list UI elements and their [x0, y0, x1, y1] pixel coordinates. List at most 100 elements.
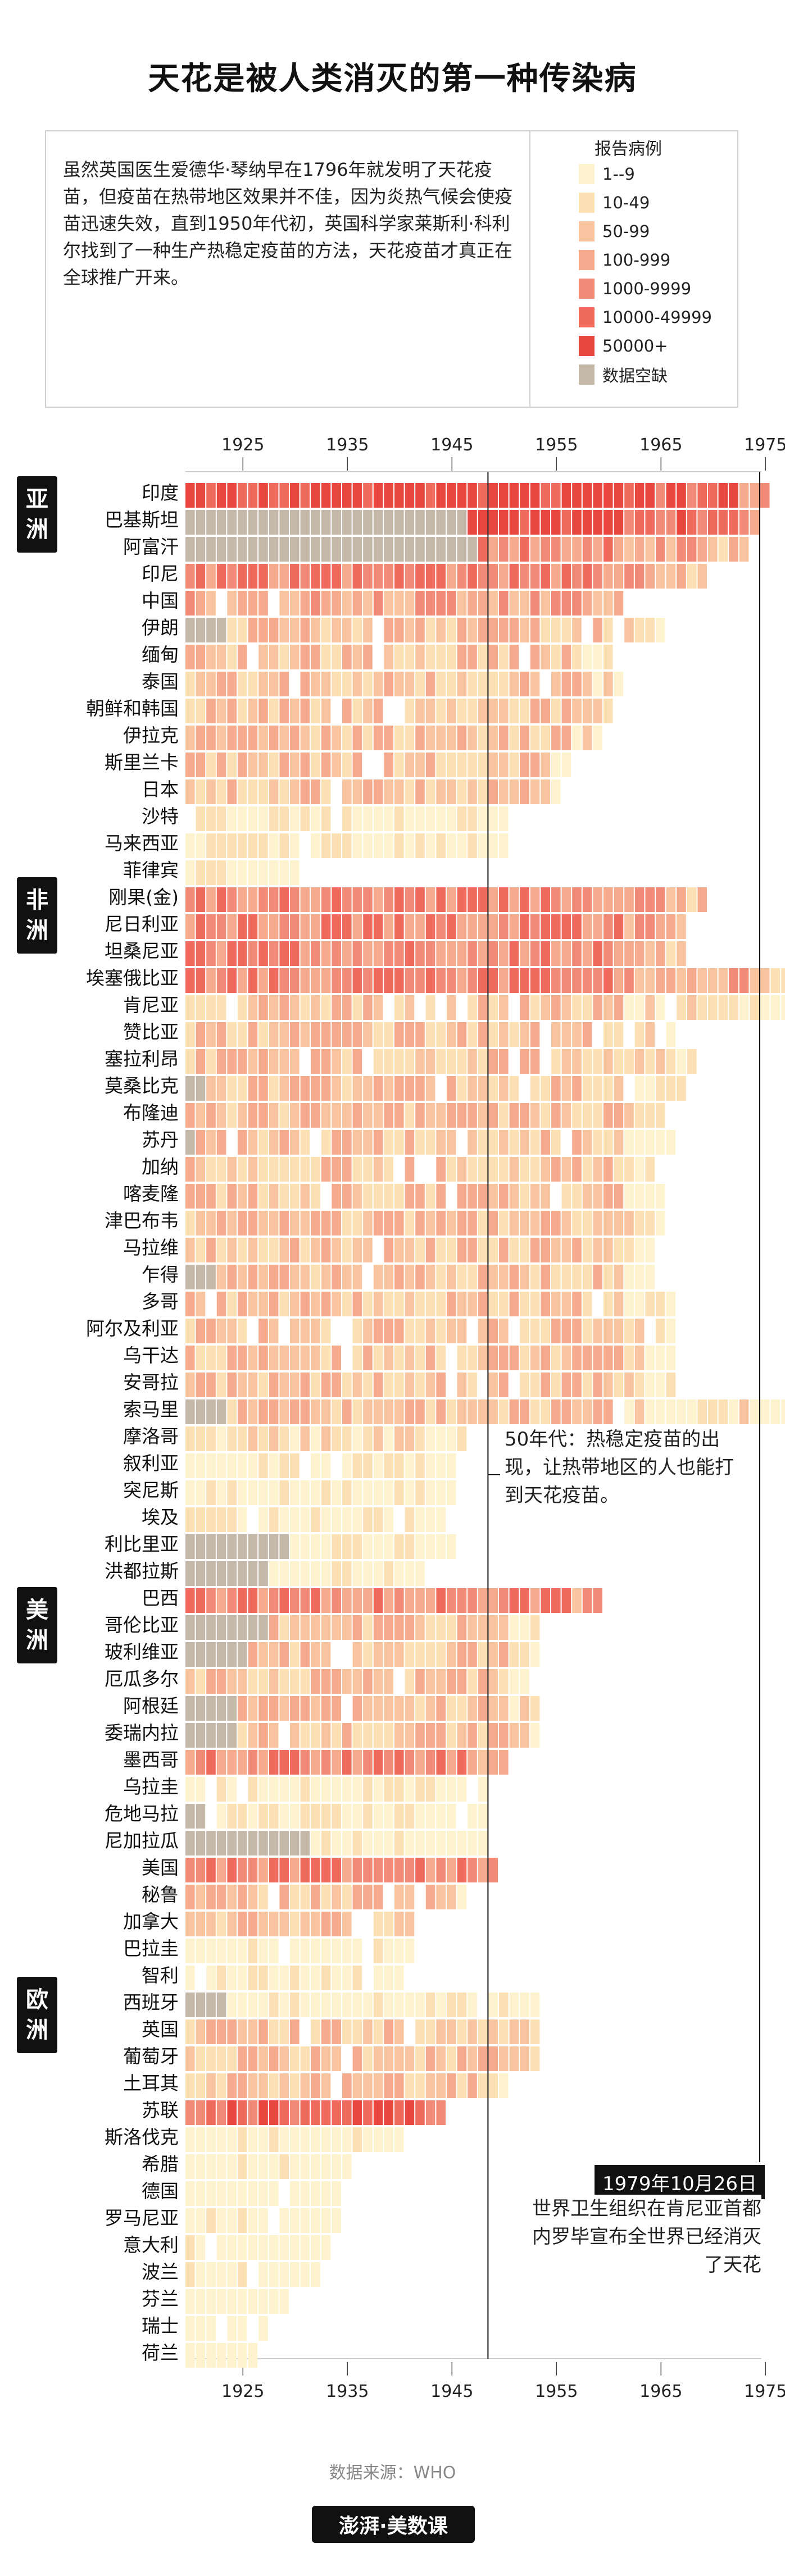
- x-tick-label: 1945: [430, 435, 473, 455]
- heatmap-cell: [290, 1993, 300, 2017]
- heatmap-cell: [311, 1453, 320, 1478]
- heatmap-cell: [384, 1696, 393, 1721]
- heatmap-cell: [457, 1750, 467, 1775]
- heatmap-cell: [478, 1103, 488, 1128]
- heatmap-cell: [425, 1292, 435, 1316]
- heatmap-cell: [269, 806, 279, 831]
- heatmap-cell: [321, 887, 331, 912]
- country-label: 瑞士: [142, 2315, 179, 2337]
- heatmap-cell: [185, 1534, 195, 1559]
- heatmap-cell: [541, 1211, 550, 1235]
- heatmap-cell: [321, 1966, 331, 1990]
- heatmap-cell: [604, 887, 613, 912]
- heatmap-cell: [499, 1184, 509, 1209]
- heatmap-cell: [750, 1399, 759, 1424]
- heatmap-cell: [708, 995, 718, 1020]
- heatmap-cell: [258, 1076, 268, 1101]
- heatmap-cell: [206, 1319, 216, 1343]
- heatmap-cell: [384, 1615, 393, 1640]
- heatmap-cell: [300, 699, 310, 723]
- heatmap-cell: [436, 1211, 446, 1235]
- heatmap-cell: [258, 564, 268, 589]
- heatmap-cell: [488, 699, 498, 723]
- heatmap-cell: [561, 941, 571, 966]
- heatmap-cell: [269, 645, 279, 669]
- heatmap-cell: [415, 1561, 425, 1586]
- heatmap-cell: [520, 1157, 529, 1182]
- heatmap-cell: [196, 1561, 206, 1586]
- heatmap-cell: [311, 1157, 320, 1182]
- heatmap-cell: [624, 995, 634, 1020]
- heatmap-cell: [405, 1831, 415, 1855]
- heatmap-cell: [645, 1292, 655, 1316]
- heatmap-cell: [352, 1561, 362, 1586]
- heatmap-cell: [248, 1399, 258, 1424]
- heatmap-cell: [227, 1939, 237, 1963]
- heatmap-cell: [614, 1103, 624, 1128]
- country-label: 泰国: [142, 671, 179, 692]
- heatmap-cell: [290, 860, 300, 885]
- heatmap-cell: [634, 1157, 645, 1182]
- heatmap-cell: [279, 2262, 289, 2287]
- heatmap-cell: [248, 1615, 258, 1640]
- heatmap-cell: [499, 1993, 509, 2017]
- heatmap-cell: [656, 914, 665, 939]
- country-label: 玻利维亚: [105, 1641, 179, 1663]
- heatmap-cell: [541, 726, 550, 750]
- heatmap-cell: [384, 1723, 393, 1748]
- heatmap-cell: [499, 1399, 509, 1424]
- heatmap-cell: [290, 1534, 300, 1559]
- heatmap-cell: [248, 2046, 258, 2071]
- heatmap-cell: [185, 2127, 195, 2152]
- heatmap-cell: [321, 1912, 331, 1936]
- heatmap-cell: [185, 1642, 195, 1667]
- continent-tag-asia: 亚洲: [17, 476, 57, 553]
- heatmap-cell: [258, 1966, 268, 1990]
- heatmap-cell: [216, 941, 226, 966]
- heatmap-cell: [279, 1426, 289, 1451]
- heatmap-cell: [447, 1238, 456, 1262]
- heatmap-cell: [300, 1993, 310, 2017]
- heatmap-cell: [352, 941, 362, 966]
- country-label: 阿富汗: [123, 536, 179, 558]
- heatmap-cell: [436, 591, 446, 615]
- heatmap-cell: [593, 726, 602, 750]
- heatmap-cell: [206, 1157, 216, 1182]
- heatmap-cell: [478, 941, 488, 966]
- heatmap-cell: [394, 645, 404, 669]
- heatmap-cell: [248, 699, 258, 723]
- heatmap-cell: [352, 672, 362, 696]
- heatmap-cell: [488, 1265, 498, 1289]
- heatmap-cell: [739, 537, 749, 562]
- heatmap-cell: [572, 914, 582, 939]
- heatmap-cell: [363, 1696, 373, 1721]
- heatmap-cell: [248, 1642, 258, 1667]
- heatmap-cell: [258, 2235, 268, 2260]
- heatmap-cell: [687, 995, 697, 1020]
- legend-label: 50000+: [602, 336, 668, 355]
- legend-title: 报告病例: [595, 139, 662, 159]
- heatmap-cell: [634, 1130, 645, 1155]
- heatmap-cell: [290, 2181, 300, 2206]
- heatmap-cell: [384, 968, 393, 993]
- heatmap-cell: [394, 1858, 404, 1882]
- heatmap-cell: [227, 672, 237, 696]
- heatmap-cell: [541, 1076, 550, 1101]
- heatmap-cell: [227, 1292, 237, 1316]
- heatmap-cell: [520, 672, 529, 696]
- heatmap-cell: [541, 618, 550, 642]
- heatmap-cell: [352, 968, 362, 993]
- heatmap-cell: [634, 1238, 645, 1262]
- heatmap-cell: [384, 564, 393, 589]
- heatmap-cell: [352, 645, 362, 669]
- heatmap-cell: [258, 1696, 268, 1721]
- heatmap-cell: [520, 618, 529, 642]
- heatmap-cell: [488, 2073, 498, 2098]
- heatmap-cell: [666, 537, 676, 562]
- heatmap-cell: [582, 591, 592, 615]
- heatmap-cell: [290, 1750, 300, 1775]
- heatmap-cell: [384, 1588, 393, 1613]
- heatmap-cell: [394, 1238, 404, 1262]
- heatmap-cell: [216, 1939, 226, 1963]
- heatmap-cell: [185, 1939, 195, 1963]
